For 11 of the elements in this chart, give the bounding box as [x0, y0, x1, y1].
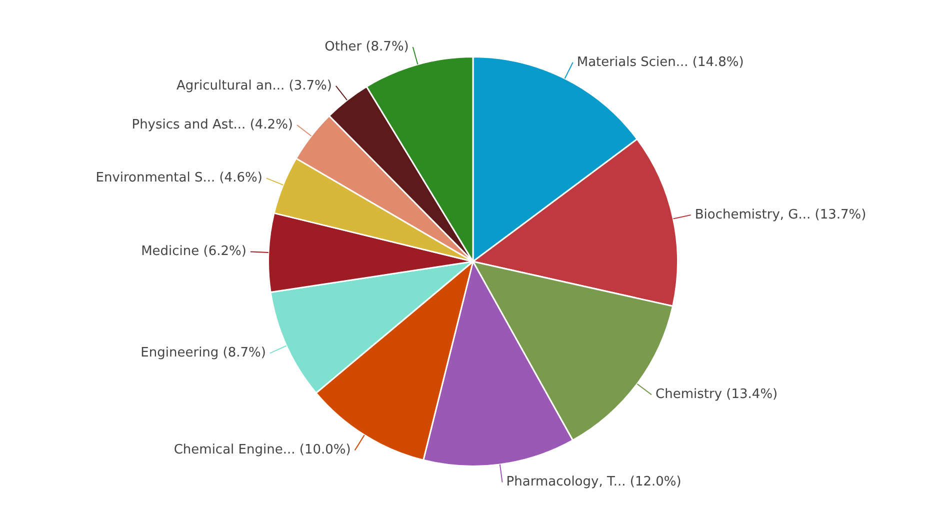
- slice-label: Chemical Engine... (10.0%): [174, 442, 351, 458]
- slice-label: Other (8.7%): [324, 39, 409, 54]
- slice-label: Agricultural an... (3.7%): [176, 78, 332, 94]
- slice-label: Biochemistry, G... (13.7%): [694, 207, 866, 222]
- slice-label: Materials Scien... (14.8%): [576, 54, 744, 70]
- slice-label: Environmental S... (4.6%): [96, 170, 262, 186]
- slice-label: Pharmacology, T... (12.0%): [506, 474, 682, 490]
- slice-label: Medicine (6.2%): [141, 244, 246, 260]
- slice-label: Chemistry (13.4%): [656, 387, 778, 402]
- slice-label: Engineering (8.7%): [140, 346, 266, 361]
- slice-label: Physics and Ast... (4.2%): [132, 117, 293, 132]
